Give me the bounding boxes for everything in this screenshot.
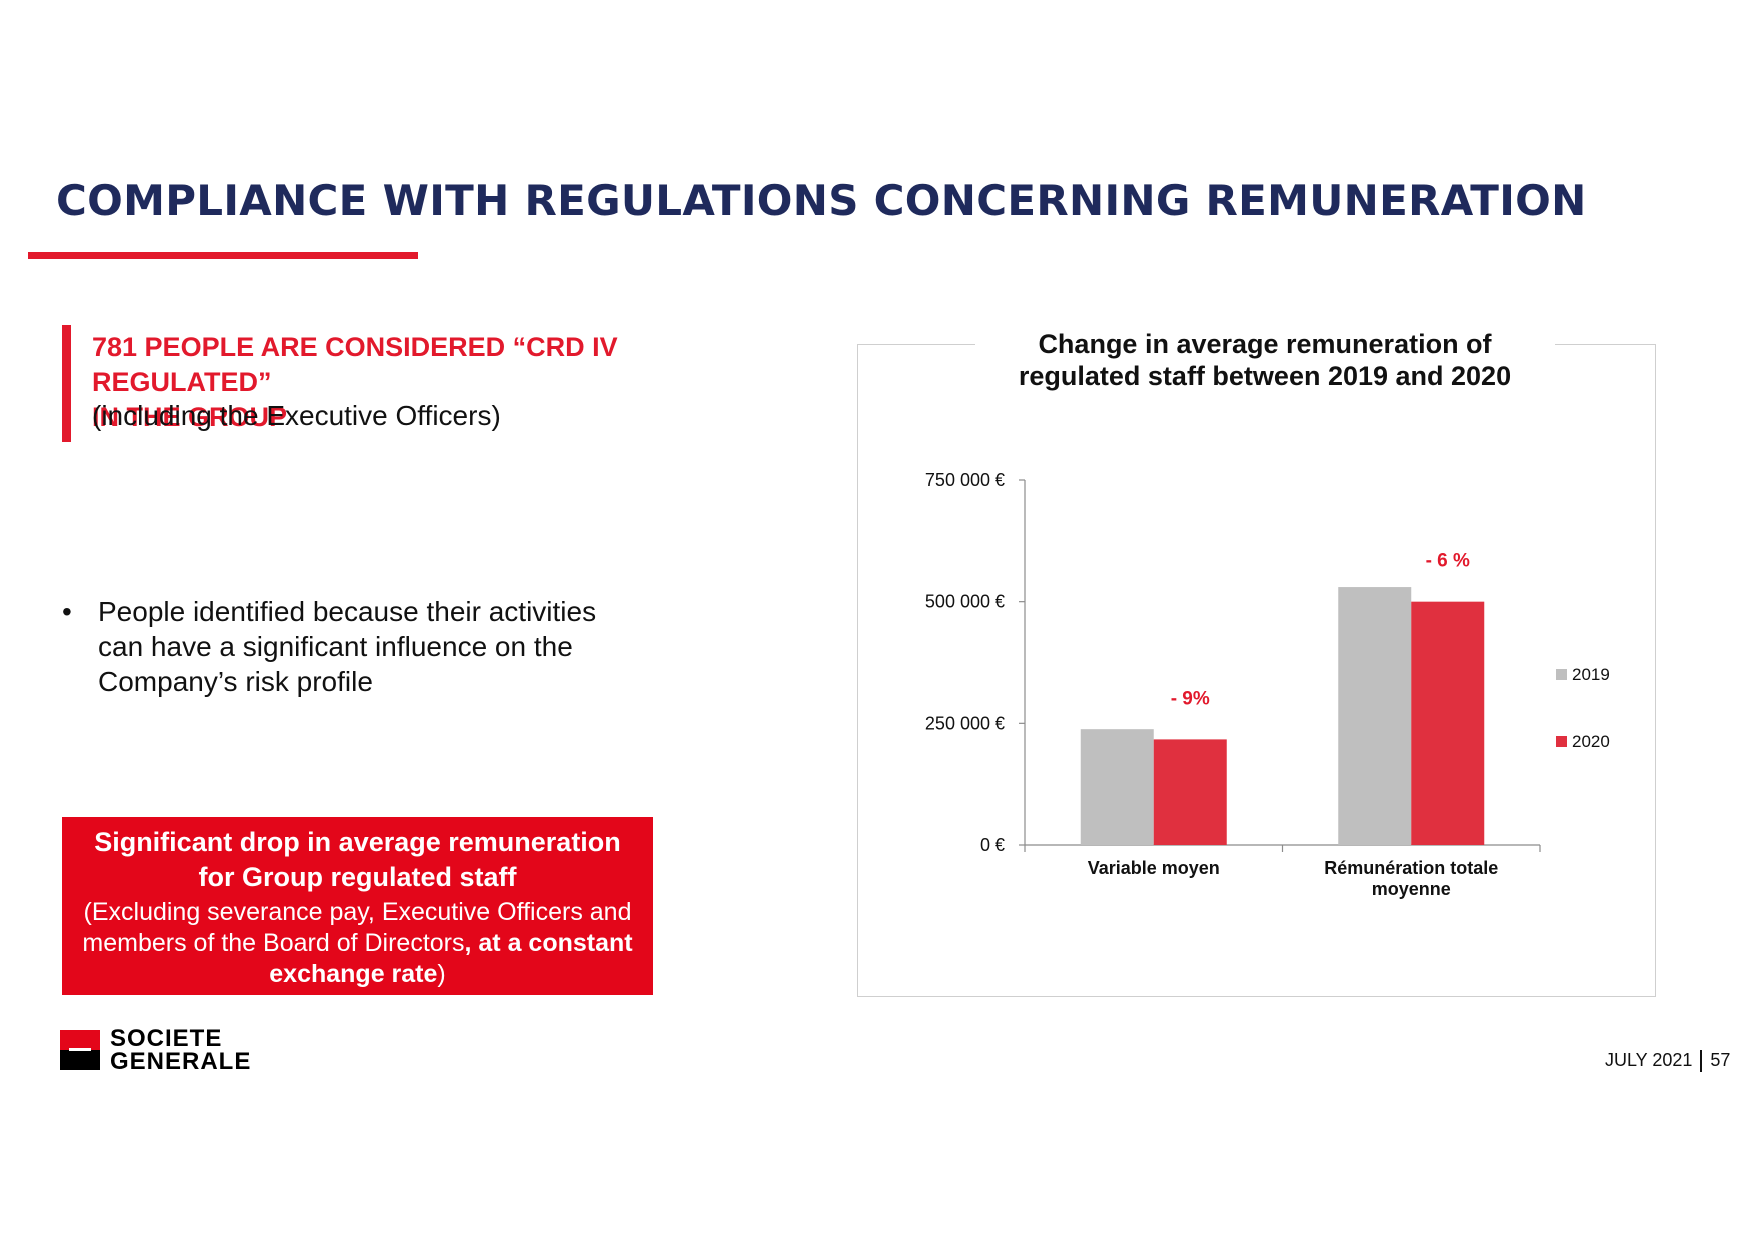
bullet-line: Company’s risk profile: [98, 666, 373, 697]
chart-title: Change in average remuneration of regula…: [975, 326, 1555, 394]
callout-subtext: (including the Executive Officers): [92, 400, 501, 431]
legend-swatch-2019: [1556, 669, 1567, 680]
page-footer: JULY 2021 57: [1605, 1050, 1731, 1073]
highlight-body-bold: , at a constant: [464, 929, 633, 957]
y-tick-label: 750 000 €: [925, 470, 1005, 490]
page-title: COMPLIANCE WITH REGULATIONS CONCERNING R…: [56, 176, 1587, 225]
highlight-heading: Significant drop in average remuneration…: [62, 825, 653, 895]
highlight-heading-line: for Group regulated staff: [198, 862, 517, 892]
highlight-box: Significant drop in average remuneration…: [62, 817, 653, 995]
logo-wordmark: SOCIETE GENERALE: [110, 1025, 252, 1075]
x-category-label: Rémunération totale: [1324, 858, 1498, 878]
logo-black-square: [60, 1050, 100, 1070]
footer-date: JULY 2021: [1605, 1050, 1693, 1070]
logo-white-line: [69, 1048, 91, 1051]
highlight-body-line: exchange rate): [62, 959, 653, 990]
bar-2019-0: [1080, 729, 1154, 845]
bar-2019-1: [1338, 587, 1412, 845]
change-annotation: - 9%: [1171, 688, 1210, 709]
bullet-line: can have a significant influence on the: [98, 631, 573, 662]
callout-heading: 781 PEOPLE ARE CONSIDERED “CRD IV REGULA…: [92, 330, 792, 435]
bar-2020-0: [1153, 739, 1227, 845]
callout-accent-bar: [62, 325, 71, 442]
bullet-marker: •: [62, 596, 72, 627]
bullet-text: People identified because their activiti…: [98, 594, 618, 699]
y-tick-label: 250 000 €: [925, 713, 1005, 733]
x-category-label: Variable moyen: [1088, 858, 1220, 878]
legend-swatch-2020: [1556, 736, 1567, 747]
y-tick-label: 500 000 €: [925, 592, 1005, 612]
highlight-body-text: members of the Board of Directors: [82, 929, 465, 957]
logo-word: GENERALE: [110, 1048, 252, 1075]
y-tick-label: 0 €: [980, 835, 1005, 855]
callout-heading-line2: IN THE GROUP: [92, 402, 288, 432]
bar-2020-1: [1411, 601, 1485, 845]
footer-separator: [1700, 1050, 1703, 1073]
bullet-line: People identified because their activiti…: [98, 596, 597, 627]
logo-red-square: [60, 1030, 100, 1050]
chart-frame: [857, 344, 1656, 997]
highlight-body-line: (Excluding severance pay, Executive Offi…: [83, 898, 632, 926]
company-logo: SOCIETE GENERALE: [60, 1025, 280, 1075]
highlight-body: (Excluding severance pay, Executive Offi…: [62, 897, 653, 990]
legend-label: 2019: [1572, 665, 1610, 684]
highlight-body-line: members of the Board of Directors, at a …: [62, 928, 653, 959]
chart-title-line: regulated staff between 2019 and 2020: [1018, 361, 1512, 391]
x-category-label: moyenne: [1372, 879, 1451, 899]
highlight-body-bold: exchange rate: [269, 960, 438, 988]
callout-heading-line1: 781 PEOPLE ARE CONSIDERED “CRD IV REGULA…: [92, 332, 618, 397]
chart-title-line: Change in average remuneration of: [1038, 329, 1492, 359]
highlight-heading-line: Significant drop in average remuneration: [94, 827, 621, 857]
legend-label: 2020: [1572, 732, 1610, 751]
highlight-body-text: ): [437, 960, 446, 988]
page-number: 57: [1710, 1050, 1731, 1070]
change-annotation: - 6 %: [1426, 551, 1470, 572]
logo-word: SOCIETE: [110, 1025, 223, 1052]
title-underline: [28, 252, 418, 259]
